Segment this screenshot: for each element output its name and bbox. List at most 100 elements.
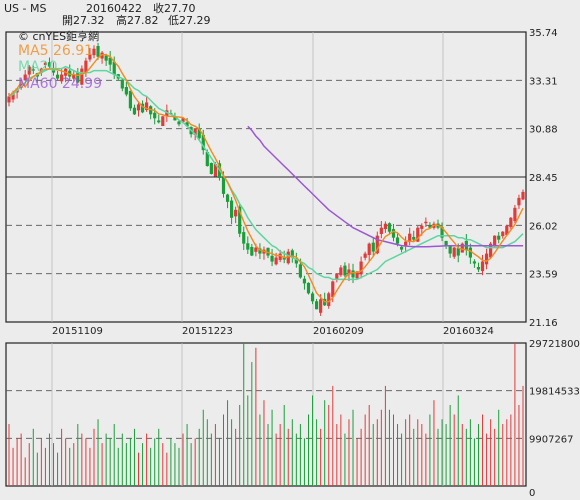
candle-body	[153, 112, 157, 119]
candle-body	[460, 243, 464, 253]
price-x-tick-label: 20151223	[182, 326, 233, 337]
candle-body	[448, 245, 452, 254]
candle-body	[335, 273, 339, 279]
price-panel: 35.74 33.31 30.88 28.45 26.02 23.59 21.16 20151…	[5, 28, 558, 337]
candle-body	[96, 46, 100, 57]
price-y-tick-label: 30.88	[529, 125, 558, 136]
candle-body	[395, 237, 400, 244]
candle-body	[484, 253, 489, 265]
candle-body	[19, 82, 23, 88]
candle-body	[246, 243, 250, 250]
volume-y-tick-label: 9907267	[529, 434, 574, 445]
legend-ma20: MA20	[18, 59, 57, 75]
price-y-tick-label: 26.02	[529, 221, 558, 232]
ma60-line	[247, 125, 523, 248]
price-y-tick-label: 21.16	[529, 318, 558, 329]
candle-body	[161, 116, 165, 126]
date-label: 20160422	[86, 2, 142, 15]
candle-body	[444, 240, 448, 246]
volume-y-tick-label: 0	[529, 488, 535, 499]
candle-body	[278, 253, 282, 260]
price-y-tick-label: 35.74	[529, 28, 558, 39]
price-y-tick-label: 33.31	[529, 76, 558, 87]
candle-body	[270, 255, 274, 262]
candle-body	[331, 281, 335, 298]
candle-body	[80, 68, 84, 85]
candle-body	[92, 48, 96, 56]
ma5-line	[8, 54, 524, 303]
candle-body	[250, 246, 254, 256]
close-label: 收27.70	[153, 1, 196, 15]
candle-body	[505, 225, 509, 236]
candle-body	[51, 69, 56, 73]
candle-body	[310, 293, 315, 302]
candle-body	[387, 223, 392, 232]
candle-body	[290, 250, 294, 258]
candle-body	[509, 217, 513, 228]
candle-body	[120, 79, 124, 89]
candle-body	[468, 247, 472, 258]
candle-body	[347, 269, 351, 275]
candle-body	[84, 60, 88, 73]
candle-body	[306, 282, 311, 294]
candle-body	[339, 267, 343, 276]
volume-y-tick-label: 19814533	[529, 387, 580, 398]
candle-body	[371, 242, 375, 252]
candle-body	[440, 227, 444, 238]
candle-body	[452, 247, 456, 257]
candle-body	[238, 206, 242, 234]
candle-body	[173, 116, 177, 121]
candle-body	[225, 194, 230, 202]
candle-body	[391, 229, 396, 238]
candle-body	[209, 163, 213, 175]
candle-body	[489, 243, 493, 258]
legend-ma5: MA5 26.91	[18, 43, 93, 59]
candle-body	[359, 261, 363, 275]
candle-body	[193, 128, 197, 135]
candle-body	[351, 270, 355, 278]
candle-body	[185, 122, 189, 127]
volume-y-tick-label: 29721800	[529, 339, 580, 350]
candle-body	[412, 236, 416, 240]
candle-body	[399, 246, 404, 250]
candle-body	[375, 235, 379, 254]
price-y-tick-label: 23.59	[529, 270, 558, 281]
candle-body	[136, 104, 141, 111]
ma20-line	[8, 65, 524, 281]
high-label: 高27.82	[116, 13, 159, 27]
candle-body	[480, 261, 485, 272]
candle-body	[145, 102, 149, 111]
price-x-tick-label: 20160324	[443, 326, 494, 337]
candle-body	[213, 164, 218, 177]
candle-body	[157, 120, 161, 123]
candle-body	[242, 232, 246, 244]
candle-body	[517, 197, 521, 206]
candle-body	[7, 96, 11, 103]
candle-body	[254, 247, 258, 252]
candle-body	[319, 299, 323, 313]
candle-body	[404, 241, 408, 247]
candle-body	[201, 134, 205, 151]
candle-body	[72, 74, 76, 79]
candle-body	[88, 54, 92, 60]
candle-body	[100, 52, 104, 59]
candle-body	[497, 235, 501, 240]
candle-body	[197, 128, 201, 139]
candle-body	[521, 191, 525, 200]
candle-body	[23, 74, 27, 81]
candle-body	[132, 107, 137, 115]
candle-body	[112, 61, 116, 75]
price-x-tick-label: 20160209	[313, 326, 364, 337]
candle-body	[363, 253, 367, 258]
candle-body	[258, 248, 262, 254]
price-y-tick-label: 28.45	[529, 173, 558, 184]
volume-panel: 29721800 19814533 9907267 0	[5, 339, 580, 499]
candle-body	[428, 225, 432, 228]
candle-body	[294, 259, 298, 264]
candle-body	[60, 74, 64, 82]
candle-body	[379, 227, 383, 235]
candle-body	[355, 271, 359, 279]
volume-plot-frame	[5, 342, 527, 487]
candle-body	[128, 90, 133, 109]
